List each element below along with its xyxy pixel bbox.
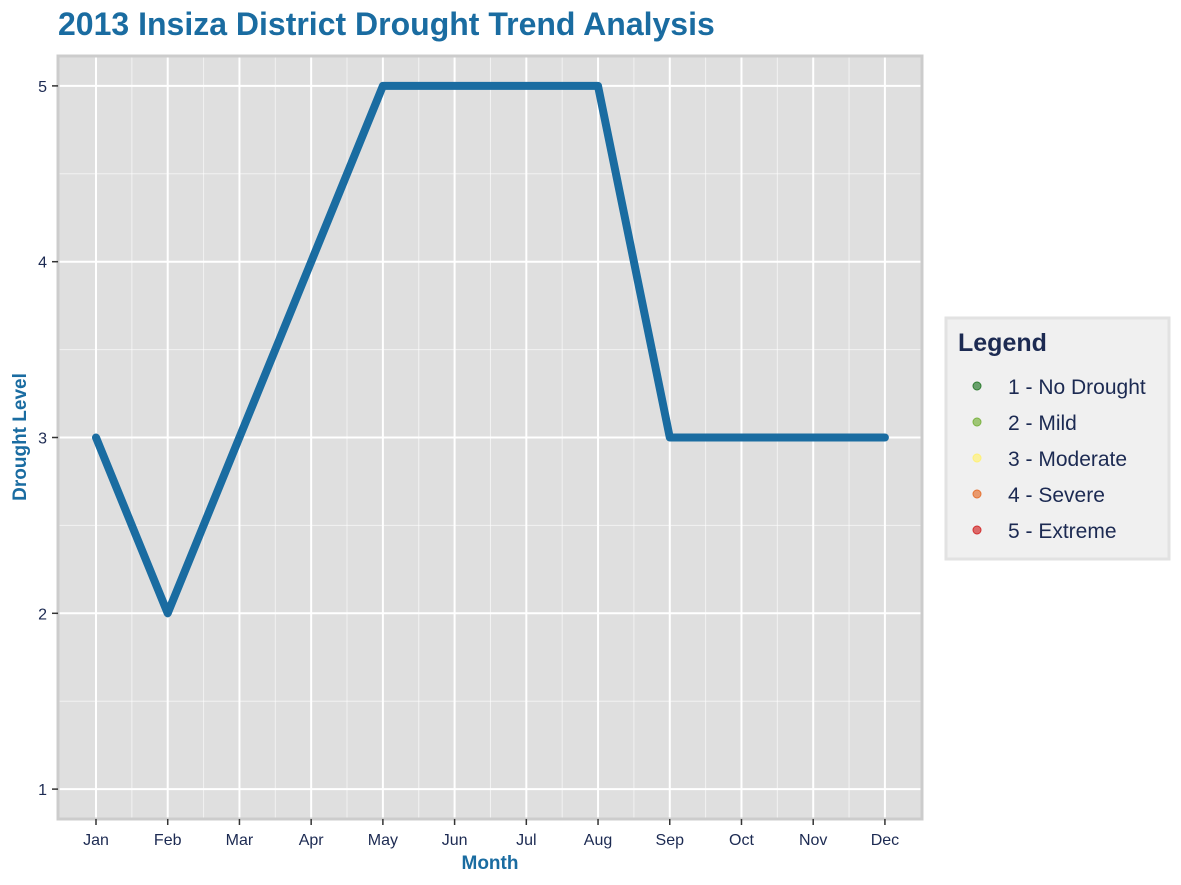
legend-key-dot xyxy=(972,417,982,427)
y-tick-label: 1 xyxy=(38,782,47,799)
chart-title: 2013 Insiza District Drought Trend Analy… xyxy=(58,6,715,42)
x-tick-label: Feb xyxy=(154,832,182,849)
legend-key-dot xyxy=(972,489,982,499)
x-axis-ticks: Jan Feb Mar Apr May Jun Jul Aug Sep Oct Nov Dec xyxy=(83,819,899,849)
x-tick-label: Oct xyxy=(729,832,754,849)
x-tick-label: Mar xyxy=(226,832,254,849)
x-tick-label: May xyxy=(368,832,398,849)
legend-key-dot xyxy=(972,453,982,463)
legend: Legend 1 - No Drought 2 - Mild 3 - Moderat… xyxy=(944,316,1171,561)
y-tick-label: 3 xyxy=(38,431,47,448)
major-gridlines xyxy=(58,56,922,819)
y-axis-title: Drought Level xyxy=(10,373,31,501)
drought-level-line xyxy=(92,81,889,618)
legend-item-label: 1 - No Drought xyxy=(1008,376,1146,399)
x-tick-label: Dec xyxy=(871,832,899,849)
legend-key-dot xyxy=(972,381,982,391)
legend-item-label: 4 - Severe xyxy=(1008,484,1105,507)
y-axis-ticks: 1 2 3 4 5 xyxy=(38,79,58,799)
x-tick-label: Jan xyxy=(83,832,109,849)
x-axis-title: Month xyxy=(462,853,519,874)
x-tick-label: Sep xyxy=(656,832,685,849)
legend-item-label: 2 - Mild xyxy=(1008,412,1077,435)
x-tick-label: Aug xyxy=(584,832,612,849)
y-tick-label: 2 xyxy=(38,606,47,623)
x-tick-label: Jun xyxy=(442,832,468,849)
legend-items: 1 - No Drought 2 - Mild 3 - Moderate 4 - Se… xyxy=(972,376,1146,543)
y-tick-label: 4 xyxy=(38,255,47,272)
y-tick-label: 5 xyxy=(38,79,47,96)
x-tick-label: Apr xyxy=(299,832,325,849)
legend-key-dot xyxy=(972,525,982,535)
legend-box xyxy=(944,316,1171,561)
legend-item-label: 5 - Extreme xyxy=(1008,520,1117,543)
x-tick-label: Jul xyxy=(516,832,536,849)
x-tick-label: Nov xyxy=(799,832,827,849)
legend-title: Legend xyxy=(958,329,1047,357)
legend-item-label: 3 - Moderate xyxy=(1008,448,1127,471)
